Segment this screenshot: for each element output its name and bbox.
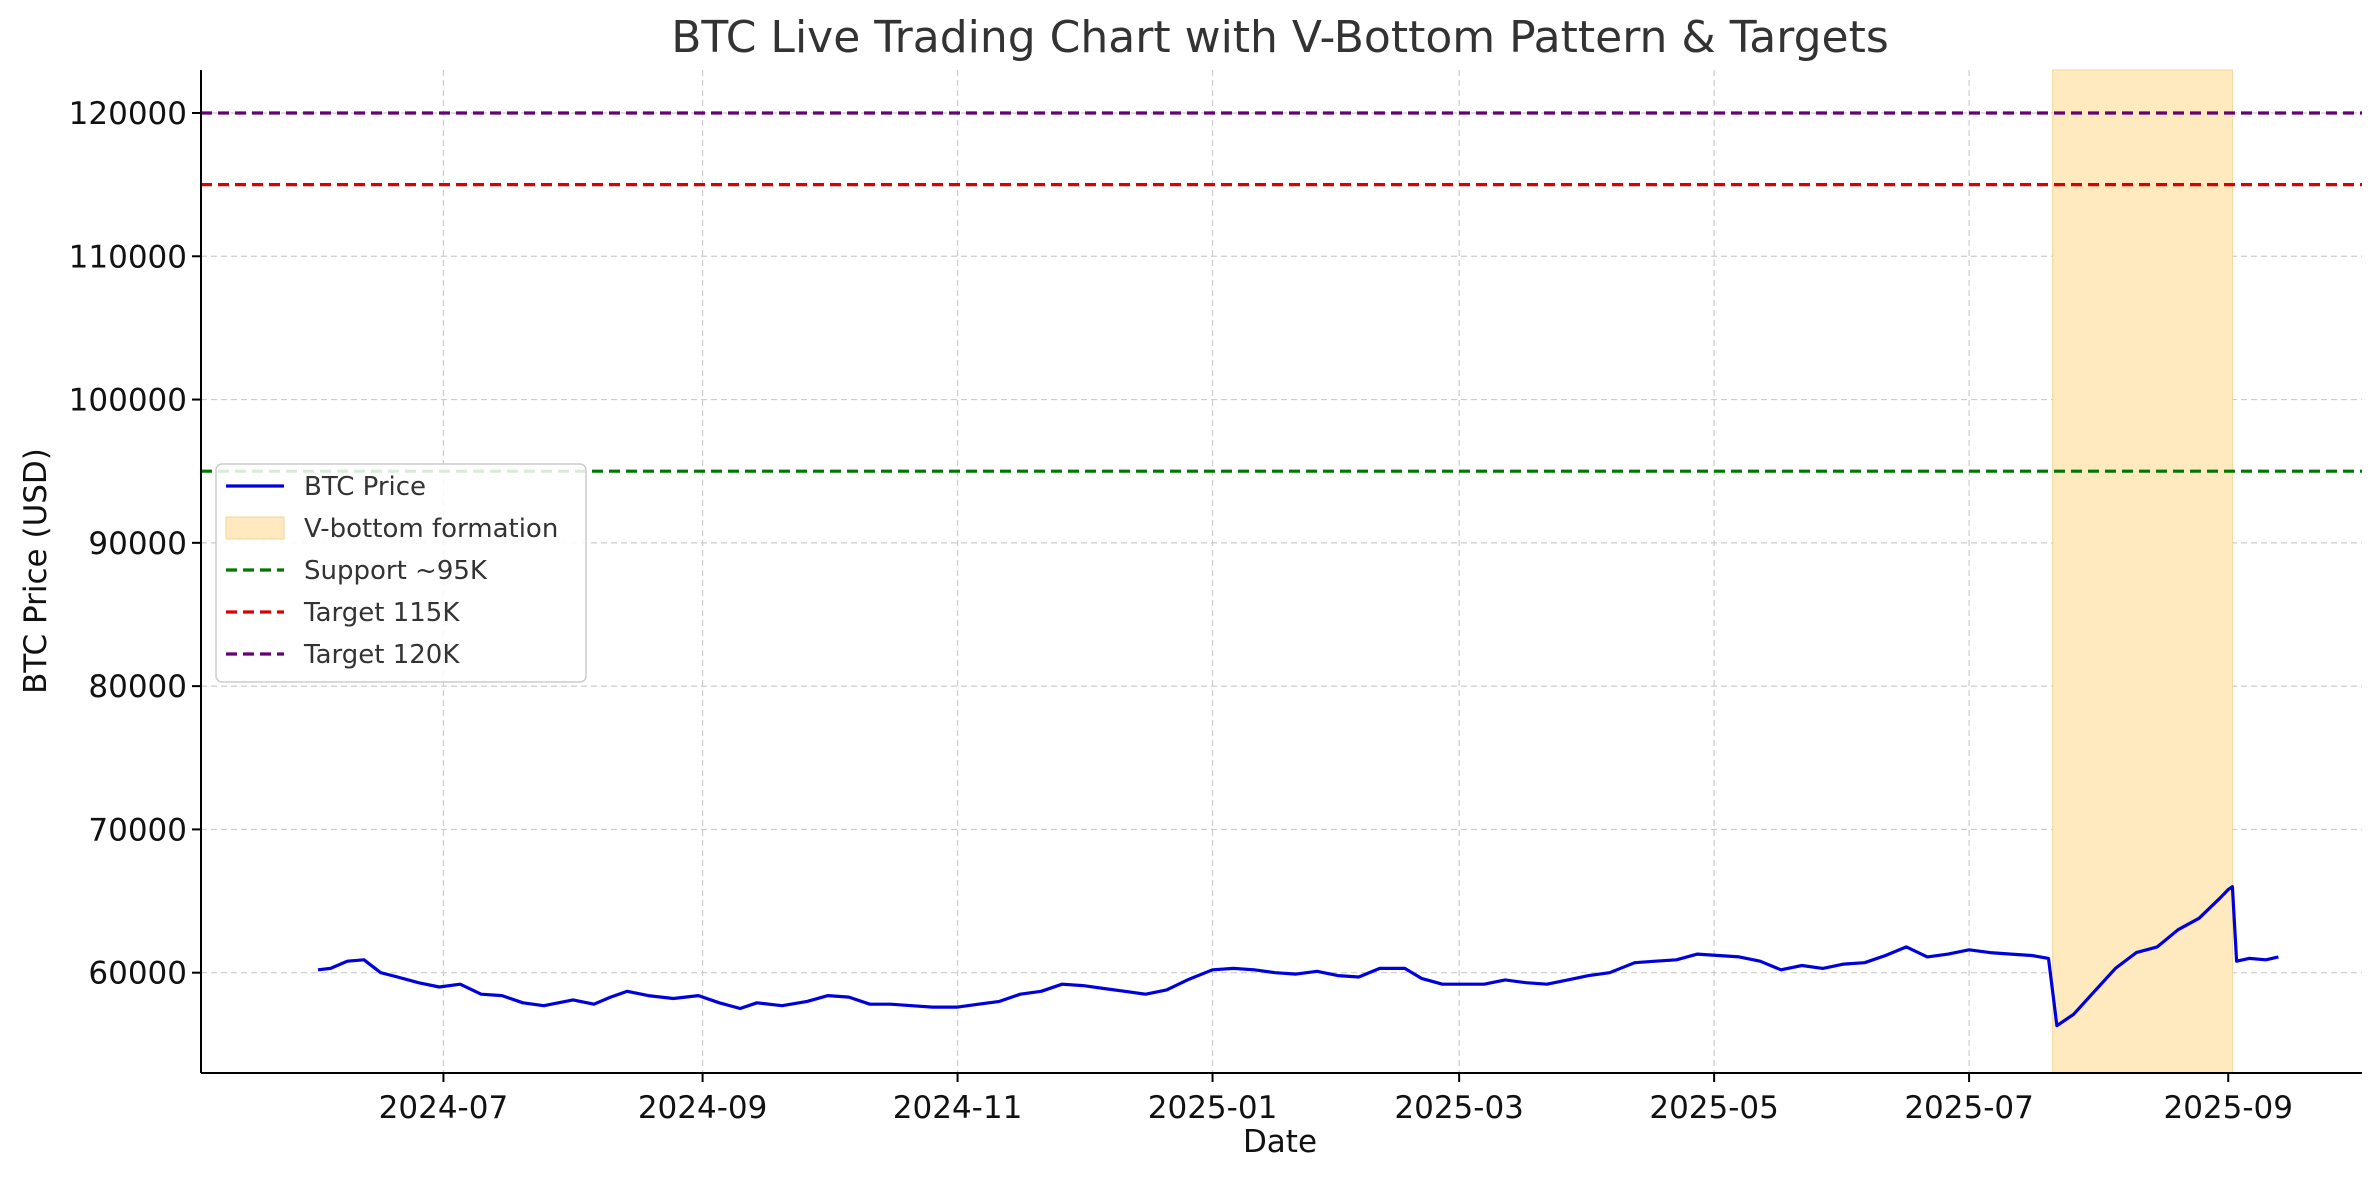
y-axis-label: BTC Price (USD) xyxy=(18,448,54,694)
x-tick-label: 2024-11 xyxy=(893,1090,1023,1126)
legend-swatch-vbottom xyxy=(225,516,285,540)
y-axis-ticks: 60000 70000 80000 90000 100000 110000 120000 xyxy=(69,96,201,992)
legend-label-vbottom: V-bottom formation xyxy=(304,514,558,544)
x-tick-label: 2025-09 xyxy=(2163,1090,2293,1126)
x-tick-label: 2025-03 xyxy=(1394,1090,1524,1126)
y-tick-label: 60000 xyxy=(88,956,187,992)
chart-title: BTC Live Trading Chart with V-Bottom Pat… xyxy=(671,12,1889,63)
x-tick-label: 2024-07 xyxy=(379,1090,509,1126)
x-tick-label: 2025-07 xyxy=(1904,1090,2034,1126)
y-tick-label: 90000 xyxy=(88,526,187,562)
y-tick-label: 80000 xyxy=(88,669,187,705)
legend-label-target115: Target 115K xyxy=(303,598,460,628)
x-axis-ticks: 2024-07 2024-09 2024-11 2025-01 2025-03 2025-… xyxy=(379,1073,2293,1126)
y-tick-label: 100000 xyxy=(69,383,187,419)
y-tick-label: 120000 xyxy=(69,96,187,132)
x-tick-label: 2024-09 xyxy=(638,1090,768,1126)
legend-label-support: Support ~95K xyxy=(304,556,488,586)
btc-price-line xyxy=(317,885,2279,1028)
v-bottom-region xyxy=(2052,69,2233,1074)
x-tick-label: 2025-01 xyxy=(1148,1090,1278,1126)
legend-label-target120: Target 120K xyxy=(303,640,460,670)
y-tick-label: 110000 xyxy=(69,239,187,275)
legend-frame xyxy=(215,463,587,683)
x-tick-label: 2025-05 xyxy=(1649,1090,1779,1126)
legend-label-price: BTC Price xyxy=(304,472,426,502)
reference-lines xyxy=(201,111,2362,473)
legend: BTC Price V-bottom formation Support ~95… xyxy=(215,463,587,683)
y-tick-label: 70000 xyxy=(88,812,187,848)
x-axis-label: Date xyxy=(1243,1124,1317,1160)
